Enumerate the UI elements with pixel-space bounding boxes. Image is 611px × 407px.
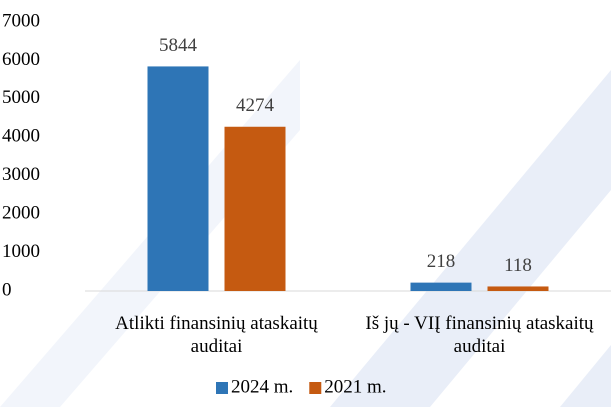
data-label: 4274	[236, 95, 275, 116]
legend-swatch	[309, 382, 322, 394]
y-tick-label: 7000	[2, 10, 40, 31]
legend-label: 2021 m.	[324, 376, 386, 397]
background-stripe	[330, 70, 611, 407]
x-tick-label: Iš jų - VIĮ finansinių ataskaitų auditai	[365, 313, 594, 357]
bar	[487, 286, 549, 291]
y-tick-label: 3000	[2, 164, 40, 185]
y-tick-label: 2000	[2, 203, 40, 224]
y-tick-label: 6000	[2, 49, 40, 70]
data-label: 218	[427, 251, 456, 272]
y-tick-label: 1000	[2, 241, 40, 262]
y-tick-label: 0	[2, 279, 12, 300]
bar	[147, 66, 209, 291]
legend-label: 2024 m.	[231, 376, 293, 397]
bar	[410, 282, 472, 291]
data-label: 118	[504, 255, 532, 276]
data-label: 5844	[159, 35, 198, 56]
y-tick-label: 5000	[2, 87, 40, 108]
legend-swatch	[216, 382, 228, 394]
x-tick-label: Atlikti finansinių ataskaitų auditai	[115, 313, 318, 357]
background-stripe	[560, 345, 611, 407]
y-tick-label: 4000	[2, 126, 40, 147]
bar	[224, 126, 286, 291]
